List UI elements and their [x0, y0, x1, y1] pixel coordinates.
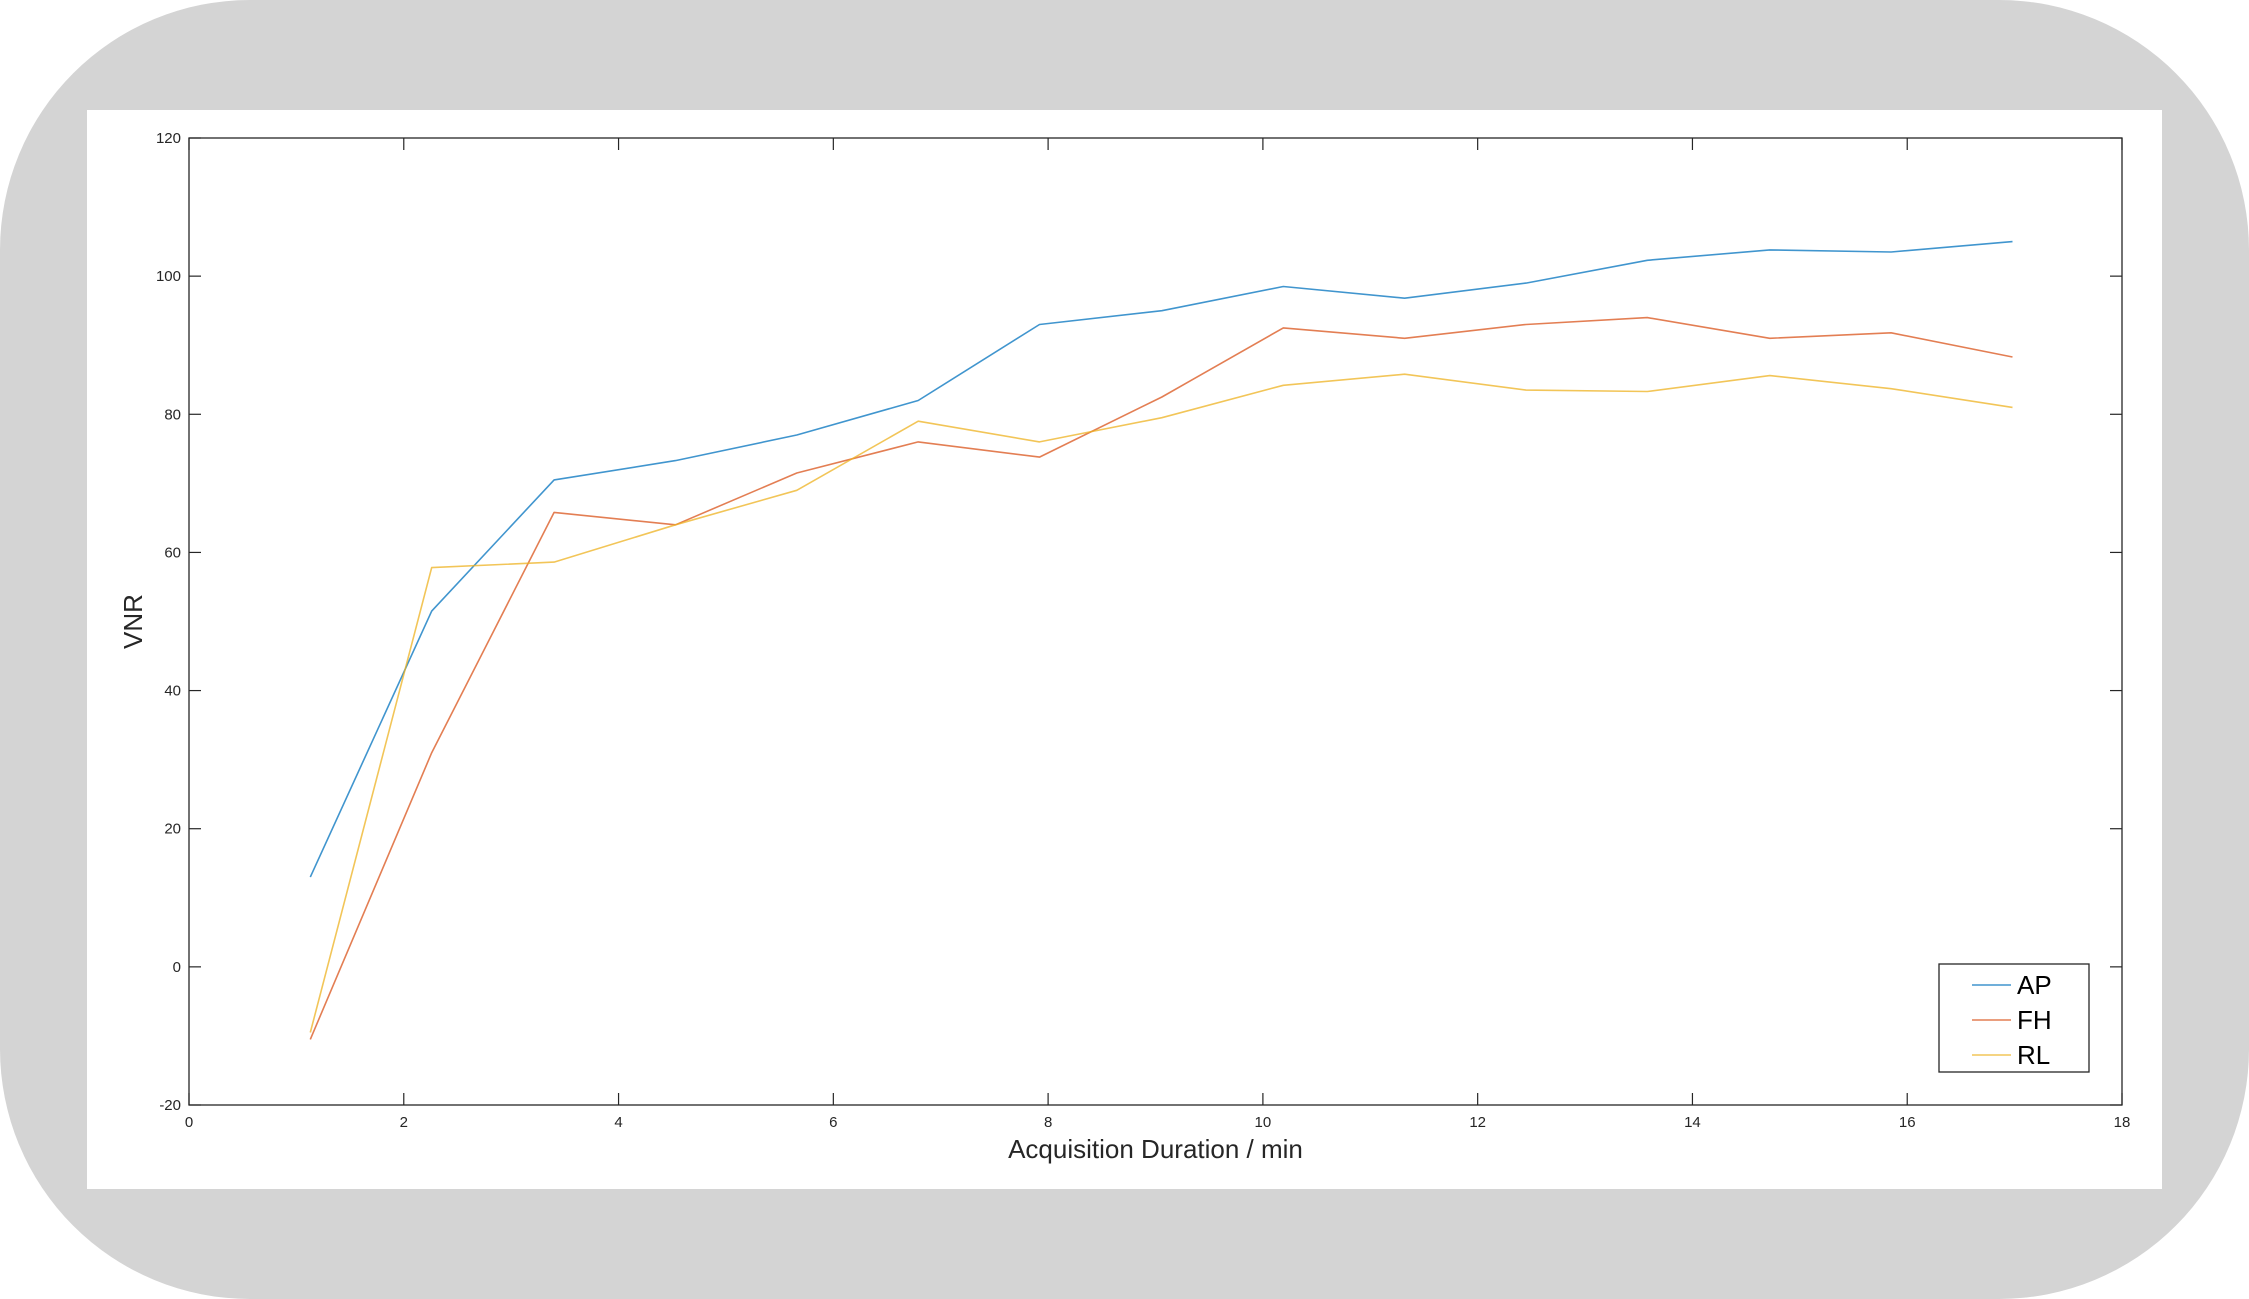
plot-background: [189, 138, 2122, 1105]
x-tick-label: 2: [400, 1114, 408, 1131]
y-tick-label: 60: [164, 544, 181, 561]
y-tick-label: 100: [156, 268, 181, 285]
x-tick-label: 8: [1044, 1114, 1052, 1131]
x-tick-label: 12: [1469, 1114, 1486, 1131]
legend-label-fh: FH: [2017, 1005, 2052, 1035]
axes-box: [188, 137, 2123, 1106]
legend: AP FH RL: [1938, 963, 2090, 1073]
x-tick-label: 18: [2114, 1114, 2131, 1131]
series-lines: [309, 240, 2013, 1040]
y-tick-label: 40: [164, 683, 181, 700]
series-line-rl: [309, 373, 2013, 1033]
axes: [188, 137, 2123, 1106]
legend-label-ap: AP: [2017, 970, 2052, 1000]
x-tick-label: 16: [1899, 1114, 1916, 1131]
x-tick-label: 4: [614, 1114, 622, 1131]
x-axis-title: Acquisition Duration / min: [1008, 1134, 1303, 1164]
y-tick-label: 80: [164, 406, 181, 423]
x-tick-label: 6: [829, 1114, 837, 1131]
x-tick-label: 14: [1684, 1114, 1701, 1131]
x-tick-label: 0: [185, 1114, 193, 1131]
series-line-ap: [309, 240, 2013, 878]
figure-panel: 0 2 4 6 8 10 12 14 16 18 -20 0 20 40 60 80 100 120 Acquis…: [87, 110, 2162, 1189]
x-tick-label: 10: [1255, 1114, 1272, 1131]
y-axis-title: VNR: [118, 594, 148, 649]
legend-label-rl: RL: [2017, 1040, 2050, 1070]
y-tick-label: 20: [164, 821, 181, 838]
series-line-fh: [309, 316, 2013, 1040]
y-tick-label: 0: [173, 959, 181, 976]
legend-box: [1938, 963, 2090, 1073]
y-tick-label: 120: [156, 130, 181, 147]
plot-area: [189, 138, 2122, 1105]
y-tick-label: -20: [159, 1097, 181, 1114]
ticks: [188, 137, 2123, 1106]
